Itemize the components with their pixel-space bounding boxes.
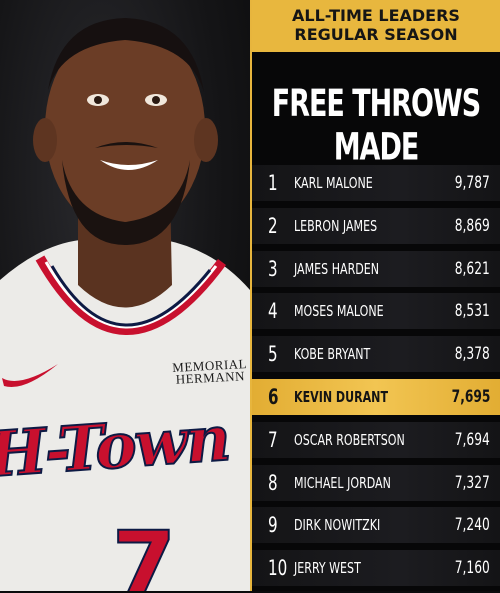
- leaders-panel: ALL-TIME LEADERS REGULAR SEASON FREE THR…: [250, 0, 500, 591]
- leader-value: 9,787: [454, 173, 490, 193]
- leader-value: 7,240: [454, 515, 490, 536]
- leader-rank: 1: [268, 171, 278, 195]
- leader-value: 8,621: [454, 258, 490, 279]
- leader-rank: 10: [268, 556, 288, 581]
- leader-rank: 4: [268, 299, 278, 324]
- player-illustration: [0, 18, 252, 591]
- leader-rank: 2: [268, 213, 278, 238]
- leader-name: JAMES HARDEN: [294, 259, 380, 278]
- leader-name: DIRK NOWITZKI: [294, 516, 381, 535]
- leader-name: JERRY WEST: [294, 559, 361, 578]
- leader-row: 4 MOSES MALONE 8,531: [252, 293, 500, 330]
- leader-rank: 7: [268, 427, 278, 452]
- leader-name: KARL MALONE: [294, 174, 373, 192]
- leader-value: 8,869: [454, 215, 490, 236]
- leader-value: 8,378: [454, 344, 490, 365]
- leader-rank: 9: [268, 513, 278, 538]
- leader-row: 10 JERRY WEST 7,160: [252, 550, 500, 587]
- leaders-list: 1 KARL MALONE 9,787 2 LEBRON JAMES 8,869 3 JAME…: [252, 165, 500, 593]
- header-banner: ALL-TIME LEADERS REGULAR SEASON: [252, 0, 500, 52]
- leader-row: 5 KOBE BRYANT 8,378: [252, 336, 500, 373]
- leader-row: 8 MICHAEL JORDAN 7,327: [252, 464, 500, 501]
- leader-name: OSCAR ROBERTSON: [294, 430, 405, 449]
- leader-name: KEVIN DURANT: [294, 387, 389, 406]
- jersey-number: 7: [111, 511, 177, 591]
- player-photo: MEMORIAL HERMANN H-Town 7: [0, 0, 252, 591]
- leader-value: 7,695: [451, 386, 490, 407]
- leader-rank: 3: [268, 256, 278, 281]
- leader-value: 7,694: [454, 429, 490, 450]
- banner-line-1: ALL-TIME LEADERS: [292, 6, 460, 25]
- leader-value: 8,531: [454, 301, 490, 322]
- leader-rank: 8: [268, 470, 278, 495]
- stat-title: FREE THROWS MADE: [271, 82, 481, 170]
- leader-row: 9 DIRK NOWITZKI 7,240: [252, 507, 500, 544]
- leader-row: 7 OSCAR ROBERTSON 7,694: [252, 421, 500, 458]
- leader-name: KOBE BRYANT: [294, 345, 371, 364]
- leader-rank: 5: [268, 342, 278, 367]
- leader-row: 2 LEBRON JAMES 8,869: [252, 207, 500, 244]
- leader-row: 3 JAMES HARDEN 8,621: [252, 250, 500, 287]
- leader-name: MOSES MALONE: [294, 302, 384, 321]
- leader-name: LEBRON JAMES: [294, 216, 378, 235]
- leader-row: 1 KARL MALONE 9,787: [252, 165, 500, 201]
- leader-rank: 6: [268, 384, 279, 409]
- jersey-sponsor-patch: MEMORIAL HERMANN: [169, 356, 250, 387]
- leader-value: 7,160: [454, 558, 490, 579]
- banner-line-2: REGULAR SEASON: [294, 25, 458, 44]
- leader-value: 7,327: [454, 472, 490, 493]
- leader-row-highlighted: 6 KEVIN DURANT 7,695: [252, 378, 500, 415]
- leader-name: MICHAEL JORDAN: [294, 473, 391, 492]
